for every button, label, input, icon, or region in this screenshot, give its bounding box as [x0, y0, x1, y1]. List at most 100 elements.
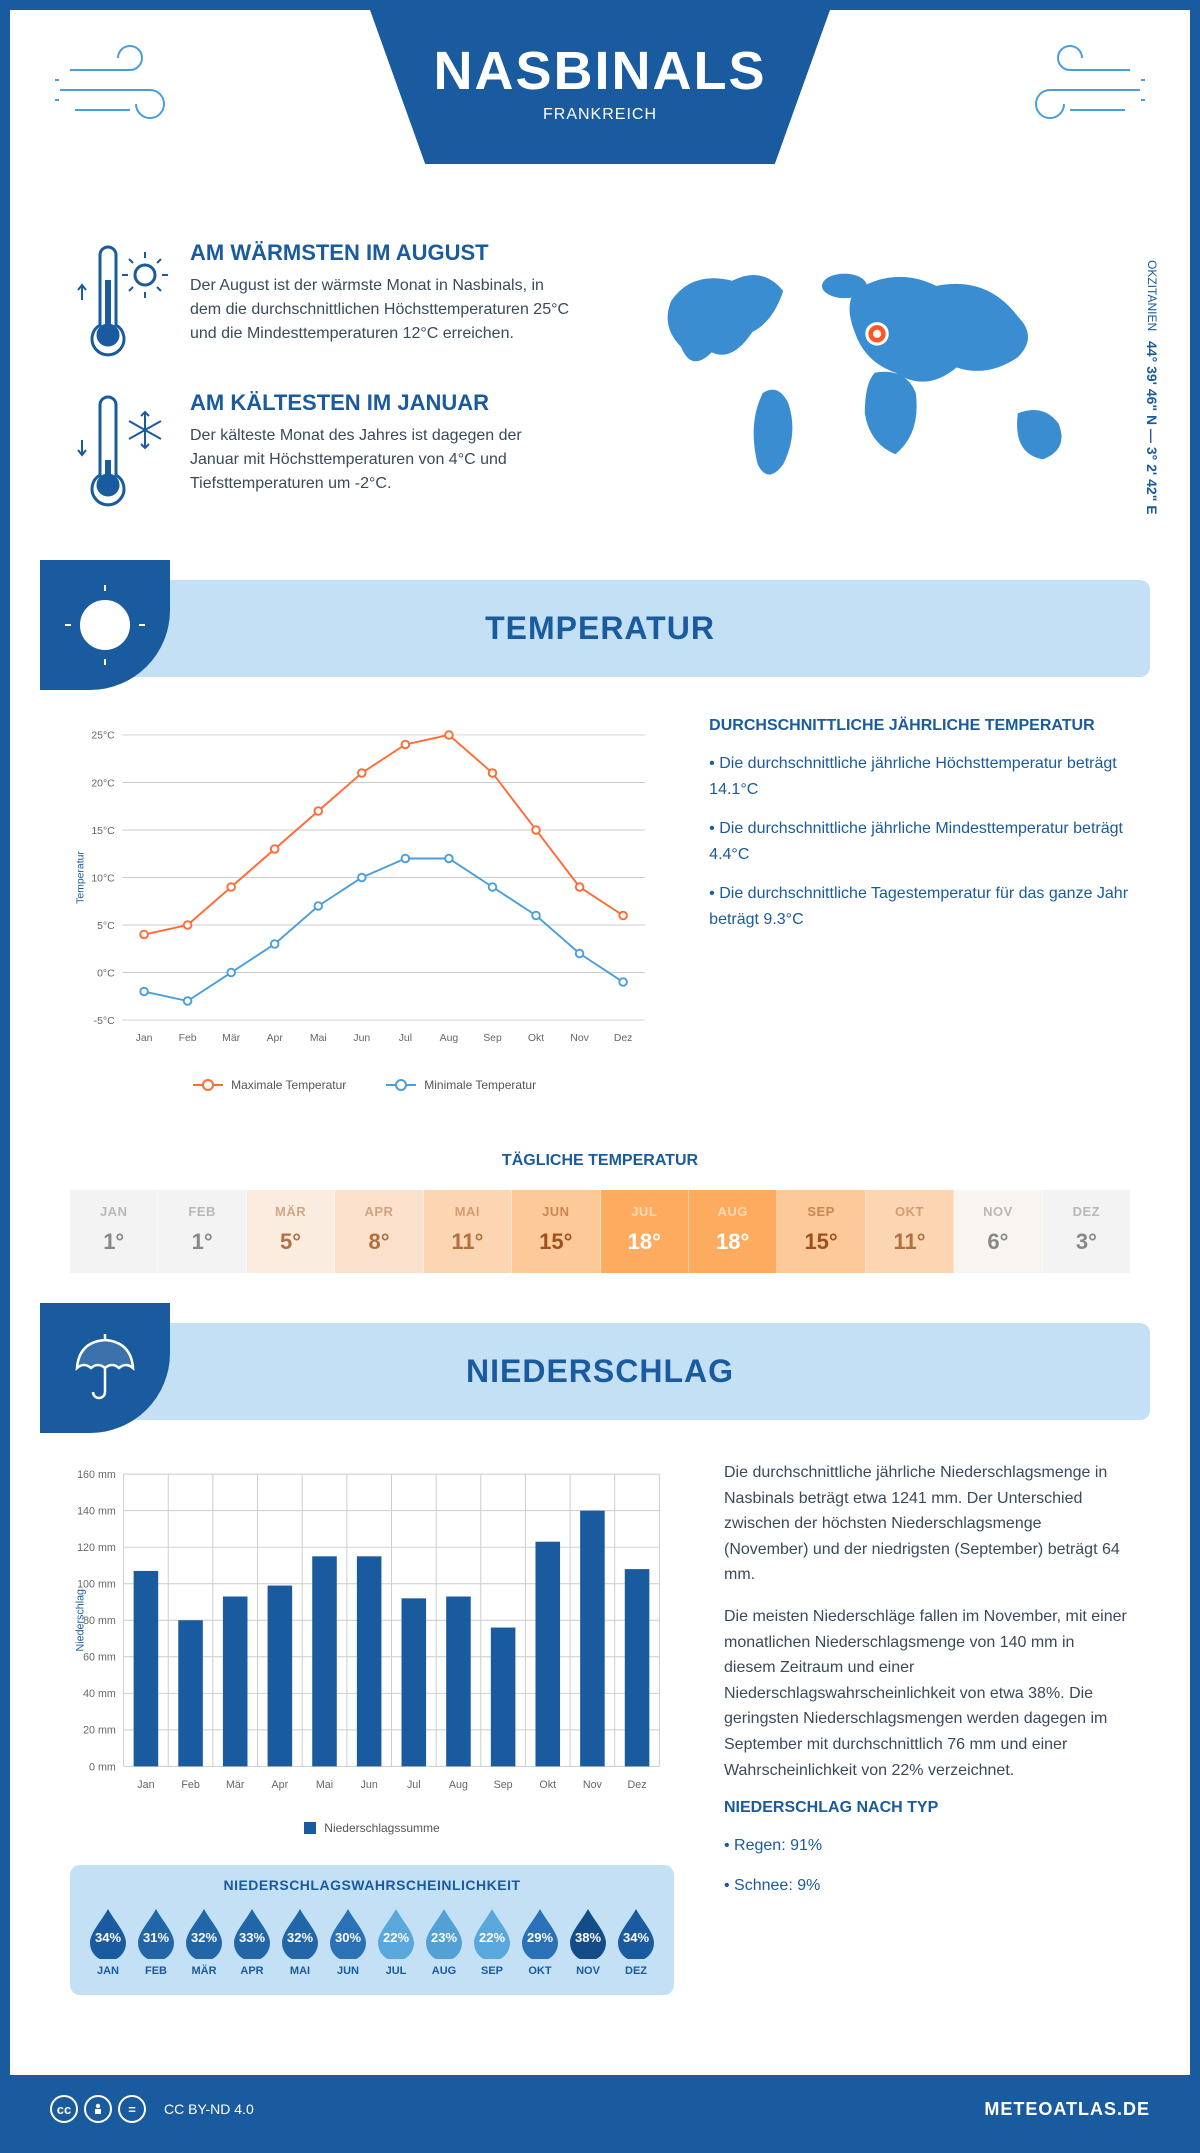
precip-type-heading: NIEDERSCHLAG NACH TYP: [724, 1799, 1130, 1817]
svg-text:Jun: Jun: [361, 1779, 378, 1791]
daily-temp-cell: JUL18°: [601, 1190, 689, 1273]
svg-text:Feb: Feb: [179, 1033, 197, 1044]
svg-text:5°C: 5°C: [97, 921, 115, 932]
precip-para1: Die durchschnittliche jährliche Niedersc…: [724, 1460, 1130, 1588]
daily-temp-cell: MAI11°: [424, 1190, 512, 1273]
section-header-precipitation: NIEDERSCHLAG: [50, 1323, 1150, 1420]
precip-prob-cell: 33%APR: [230, 1907, 274, 1977]
temperature-chart-row: -5°C0°C5°C10°C15°C20°C25°CJanFebMärAprMa…: [10, 677, 1190, 1132]
svg-text:10°C: 10°C: [91, 873, 115, 884]
temp-text-list: Die durchschnittliche jährliche Höchstte…: [709, 751, 1130, 933]
svg-text:Nov: Nov: [570, 1033, 589, 1044]
svg-text:20°C: 20°C: [91, 778, 115, 789]
svg-text:15°C: 15°C: [91, 826, 115, 837]
svg-text:Aug: Aug: [440, 1033, 459, 1044]
precipitation-chart-row: 0 mm20 mm40 mm60 mm80 mm100 mm120 mm140 …: [10, 1420, 1190, 2035]
svg-text:Jul: Jul: [407, 1779, 421, 1791]
svg-text:Mär: Mär: [226, 1779, 245, 1791]
svg-text:Feb: Feb: [181, 1779, 199, 1791]
city-name: NASBINALS: [390, 40, 810, 102]
precip-prob-cell: 32%MAI: [278, 1907, 322, 1977]
svg-text:Aug: Aug: [449, 1779, 468, 1791]
fact-coldest: AM KÄLTESTEN IM JANUAR Der kälteste Mona…: [70, 390, 580, 510]
umbrella-icon: [40, 1303, 170, 1433]
svg-text:20 mm: 20 mm: [83, 1725, 116, 1737]
svg-text:100 mm: 100 mm: [77, 1579, 116, 1591]
precip-type-item: Schnee: 9%: [724, 1873, 1130, 1899]
daily-temp-cell: NOV6°: [954, 1190, 1042, 1273]
fact-warm-title: AM WÄRMSTEN IM AUGUST: [190, 240, 570, 266]
world-map: [620, 240, 1130, 505]
thermometer-snow-icon: [70, 390, 170, 510]
wind-icon: [1010, 40, 1150, 140]
precip-prob-cell: 23%AUG: [422, 1907, 466, 1977]
svg-text:Okt: Okt: [528, 1033, 544, 1044]
svg-text:Niederschlag: Niederschlag: [75, 1589, 87, 1652]
svg-text:Apr: Apr: [267, 1033, 284, 1044]
footer: cc = CC BY-ND 4.0 METEOATLAS.DE: [10, 2075, 1190, 2143]
svg-text:Temperatur: Temperatur: [75, 851, 86, 904]
precip-prob-cell: 32%MÄR: [182, 1907, 226, 1977]
precip-prob-cell: 22%SEP: [470, 1907, 514, 1977]
temperature-line-chart: -5°C0°C5°C10°C15°C20°C25°CJanFebMärAprMa…: [70, 717, 659, 1057]
svg-text:0°C: 0°C: [97, 968, 115, 979]
precip-type-list: Regen: 91% Schnee: 9%: [724, 1833, 1130, 1898]
fact-warm-text: Der August ist der wärmste Monat in Nasb…: [190, 274, 570, 346]
fact-cold-title: AM KÄLTESTEN IM JANUAR: [190, 390, 570, 416]
coordinates: OKZITANIEN 44° 39' 46" N — 3° 2' 42" E: [1144, 260, 1160, 515]
precip-para2: Die meisten Niederschläge fallen im Nove…: [724, 1604, 1130, 1783]
precipitation-probability-strip: NIEDERSCHLAGSWAHRSCHEINLICHKEIT 34%JAN31…: [70, 1865, 674, 1995]
page: NASBINALS FRANKREICH AM WÄRMSTEN IM AUGU…: [0, 0, 1200, 2153]
svg-text:140 mm: 140 mm: [77, 1506, 116, 1518]
precip-prob-cell: 29%OKT: [518, 1907, 562, 1977]
temp-bullet: Die durchschnittliche jährliche Höchstte…: [709, 751, 1130, 802]
temperature-legend: #lm-max::after{border-color:#ff6b35}Maxi…: [70, 1078, 659, 1092]
precip-prob-cell: 38%NOV: [566, 1907, 610, 1977]
nd-icon: =: [118, 2095, 146, 2123]
fact-warmest: AM WÄRMSTEN IM AUGUST Der August ist der…: [70, 240, 580, 360]
precip-prob-cell: 31%FEB: [134, 1907, 178, 1977]
daily-temp-cell: OKT11°: [866, 1190, 954, 1273]
title-banner: NASBINALS FRANKREICH: [370, 10, 830, 164]
daily-temp-cell: DEZ3°: [1043, 1190, 1130, 1273]
svg-text:120 mm: 120 mm: [77, 1542, 116, 1554]
fact-cold-text: Der kälteste Monat des Jahres ist dagege…: [190, 424, 570, 496]
header-banner: NASBINALS FRANKREICH: [10, 10, 1190, 210]
precipitation-legend: Niederschlagssumme: [70, 1821, 674, 1835]
svg-text:Sep: Sep: [483, 1033, 502, 1044]
daily-temp-title: TÄGLICHE TEMPERATUR: [10, 1152, 1190, 1170]
by-icon: [84, 2095, 112, 2123]
svg-text:Mai: Mai: [316, 1779, 333, 1791]
svg-text:160 mm: 160 mm: [77, 1469, 116, 1481]
precipitation-bar-chart: 0 mm20 mm40 mm60 mm80 mm100 mm120 mm140 …: [70, 1460, 674, 1800]
temp-text-heading: DURCHSCHNITTLICHE JÄHRLICHE TEMPERATUR: [709, 717, 1130, 735]
daily-temp-cell: SEP15°: [777, 1190, 865, 1273]
svg-text:Jan: Jan: [137, 1779, 154, 1791]
svg-text:Dez: Dez: [614, 1033, 633, 1044]
temperature-title: TEMPERATUR: [70, 610, 1130, 647]
svg-text:Nov: Nov: [583, 1779, 603, 1791]
section-header-temperature: TEMPERATUR: [50, 580, 1150, 677]
daily-temp-cell: AUG18°: [689, 1190, 777, 1273]
daily-temp-cell: APR8°: [335, 1190, 423, 1273]
daily-temp-strip: JAN1°FEB1°MÄR5°APR8°MAI11°JUN15°JUL18°AU…: [70, 1190, 1130, 1273]
precip-prob-cell: 30%JUN: [326, 1907, 370, 1977]
svg-text:25°C: 25°C: [91, 731, 115, 742]
svg-text:-5°C: -5°C: [94, 1016, 115, 1027]
license-block: cc = CC BY-ND 4.0: [50, 2095, 254, 2123]
site-name: METEOATLAS.DE: [984, 2099, 1150, 2120]
svg-text:60 mm: 60 mm: [83, 1652, 116, 1664]
svg-text:Jun: Jun: [353, 1033, 370, 1044]
precip-prob-cell: 34%DEZ: [614, 1907, 658, 1977]
daily-temp-cell: MÄR5°: [247, 1190, 335, 1273]
intro-row: AM WÄRMSTEN IM AUGUST Der August ist der…: [10, 210, 1190, 580]
svg-text:Dez: Dez: [628, 1779, 647, 1791]
svg-text:Jul: Jul: [399, 1033, 412, 1044]
svg-text:40 mm: 40 mm: [83, 1688, 116, 1700]
svg-text:Okt: Okt: [539, 1779, 556, 1791]
precip-type-item: Regen: 91%: [724, 1833, 1130, 1859]
daily-temp-cell: JUN15°: [512, 1190, 600, 1273]
wind-icon: [50, 40, 190, 140]
temp-bullet: Die durchschnittliche jährliche Mindestt…: [709, 816, 1130, 867]
svg-text:Mai: Mai: [310, 1033, 327, 1044]
